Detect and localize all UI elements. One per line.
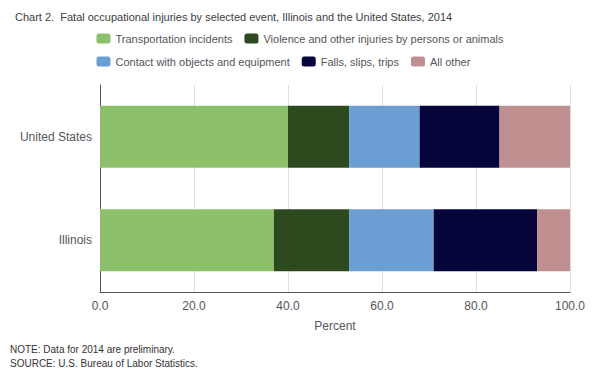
svg-text:Violence and other injuries by: Violence and other injuries by persons o…: [263, 33, 504, 45]
svg-text:60.0: 60.0: [370, 299, 394, 313]
svg-text:0.0: 0.0: [92, 299, 109, 313]
svg-text:Illinois: Illinois: [59, 233, 92, 247]
svg-text:40.0: 40.0: [276, 299, 300, 313]
svg-text:20.0: 20.0: [182, 299, 206, 313]
svg-text:Transportation incidents: Transportation incidents: [115, 33, 232, 45]
svg-text:100.0: 100.0: [555, 299, 585, 313]
svg-text:SOURCE: U.S. Bureau of Labor S: SOURCE: U.S. Bureau of Labor Statistics.: [10, 358, 198, 369]
svg-text:NOTE: Data for 2014 are prelim: NOTE: Data for 2014 are preliminary.: [10, 344, 175, 355]
svg-text:Contact with objects and equip: Contact with objects and equipment: [115, 56, 289, 68]
svg-text:All other: All other: [430, 56, 471, 68]
svg-text:United States: United States: [20, 130, 92, 144]
svg-text:Chart 2. Fatal occupational i: Chart 2. Fatal occupational injuries by …: [15, 11, 452, 23]
svg-text:80.0: 80.0: [464, 299, 488, 313]
svg-text:Percent: Percent: [314, 319, 356, 333]
svg-text:Falls, slips, trips: Falls, slips, trips: [321, 56, 400, 68]
